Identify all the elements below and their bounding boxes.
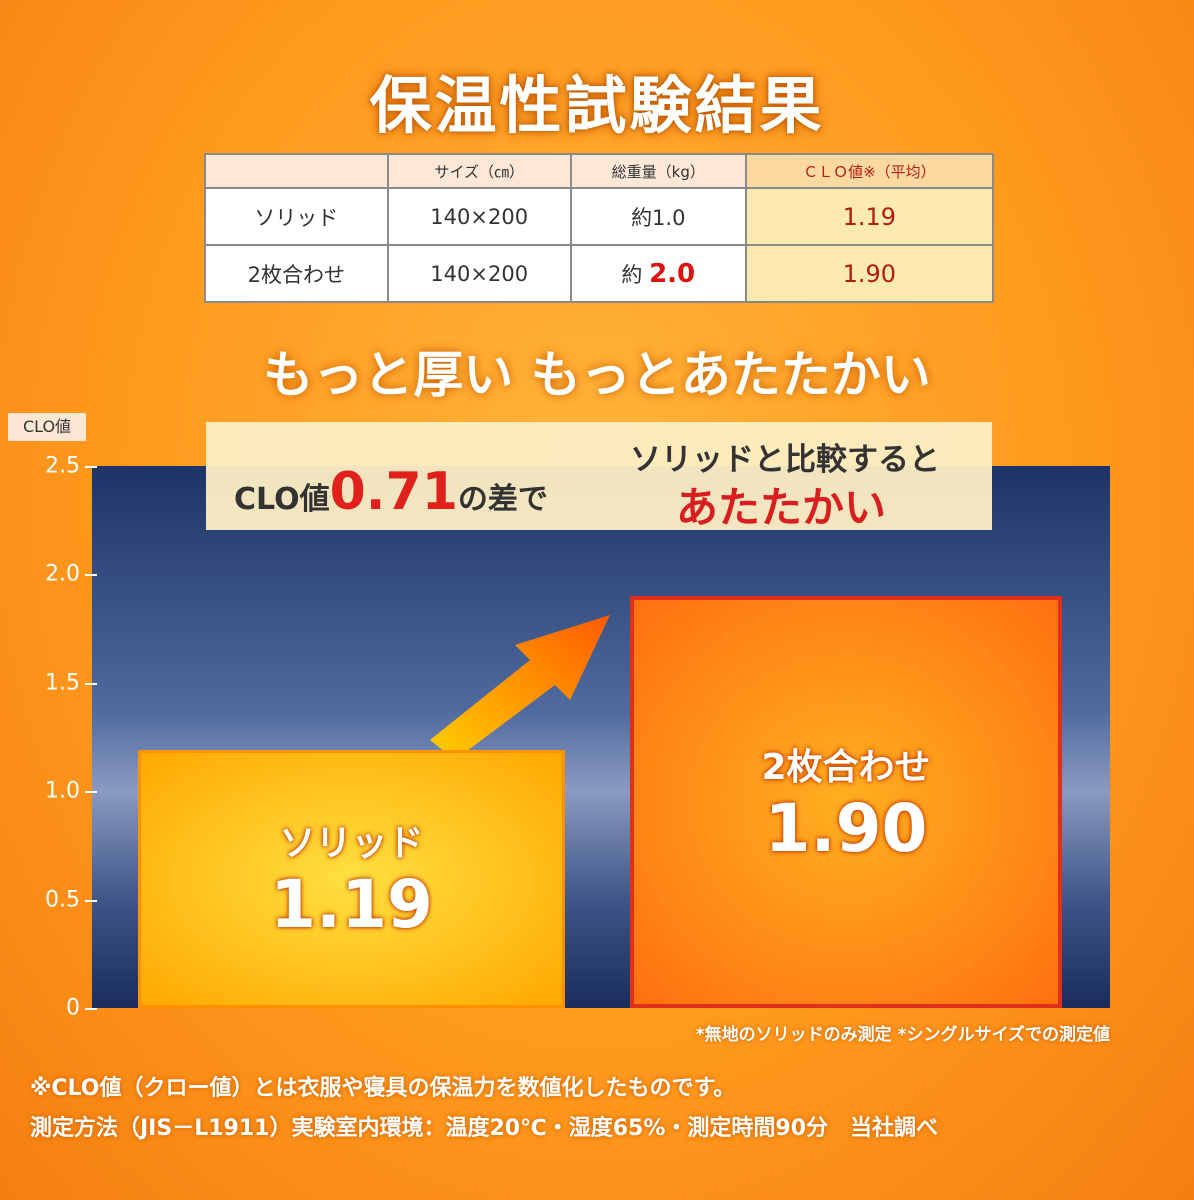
y-tick-mark xyxy=(85,791,97,794)
callout-diff: CLO値0.71の差で xyxy=(234,462,548,522)
header-cell: 総重量（kg） xyxy=(569,153,747,189)
callout-line1: ソリッドと比較すると xyxy=(630,442,940,478)
spec-table: サイズ（㎝） 総重量（kg） ＣＬＯ値※（平均） ソリッド 140×200 約1… xyxy=(204,153,995,303)
bar-value-label: 1.90 xyxy=(764,789,928,867)
header-cell: サイズ（㎝） xyxy=(386,153,572,189)
y-tick-label: 0 xyxy=(66,995,80,1021)
y-tick-label: 2.0 xyxy=(45,561,80,587)
cell: 1.90 xyxy=(744,244,995,303)
callout-box: CLO値0.71の差で ソリッドと比較すると あたたかい xyxy=(206,422,992,532)
arrow-icon xyxy=(430,615,610,750)
callout-line2: あたたかい xyxy=(676,483,887,532)
header-cell: ＣＬＯ値※（平均） xyxy=(744,153,995,189)
weight-prefix: 約 xyxy=(621,262,643,287)
y-tick-mark xyxy=(85,899,97,902)
header-cell xyxy=(204,153,389,189)
bar-category-label: 2枚合わせ xyxy=(761,746,931,788)
cell: 約 2.0 xyxy=(569,244,747,303)
chart-note: *無地のソリッドのみ測定 *シングルサイズでの測定値 xyxy=(695,1025,1110,1045)
y-tick-label: 1.0 xyxy=(45,778,80,804)
cell: 約1.0 xyxy=(569,187,747,246)
bar-value-label: 1.19 xyxy=(270,866,433,944)
table-row: ソリッド 140×200 約1.0 1.19 xyxy=(204,187,995,246)
bar-solid: ソリッド 1.19 xyxy=(138,750,565,1008)
bar-double: 2枚合わせ 1.90 xyxy=(630,596,1062,1008)
y-tick-mark xyxy=(85,1008,97,1010)
slogan: もっと厚い もっとあたたかい xyxy=(263,346,931,404)
y-tick-label: 0.5 xyxy=(45,887,80,913)
y-axis-label: CLO値 xyxy=(8,413,86,441)
cell: ソリッド xyxy=(204,187,389,246)
y-tick-label: 2.5 xyxy=(45,453,80,479)
callout-suffix: の差で xyxy=(457,482,548,517)
callout-diff-value: 0.71 xyxy=(329,462,458,522)
table-header-row: サイズ（㎝） 総重量（kg） ＣＬＯ値※（平均） xyxy=(204,153,995,189)
y-tick-mark xyxy=(85,682,97,685)
weight-highlight: 2.0 xyxy=(649,258,696,289)
y-tick-mark xyxy=(85,466,97,468)
cell: 140×200 xyxy=(386,187,572,246)
bar-category-label: ソリッド xyxy=(279,823,424,865)
y-tick-label: 1.5 xyxy=(45,670,80,696)
cell: 140×200 xyxy=(386,244,572,303)
table-row: 2枚合わせ 140×200 約 2.0 1.90 xyxy=(204,244,995,303)
y-tick-mark xyxy=(85,574,97,577)
page-title: 保温性試験結果 xyxy=(369,69,825,142)
callout-prefix: CLO値 xyxy=(234,482,330,517)
cell: 2枚合わせ xyxy=(204,244,389,303)
footnote-1: ※CLO値（クロー値）とは衣服や寝具の保温力を数値化したものです。 xyxy=(30,1076,736,1101)
footnote-2: 測定方法（JIS－L1911）実験室内環境：温度20℃・湿度65%・測定時間90… xyxy=(30,1116,938,1141)
cell: 1.19 xyxy=(744,187,995,246)
